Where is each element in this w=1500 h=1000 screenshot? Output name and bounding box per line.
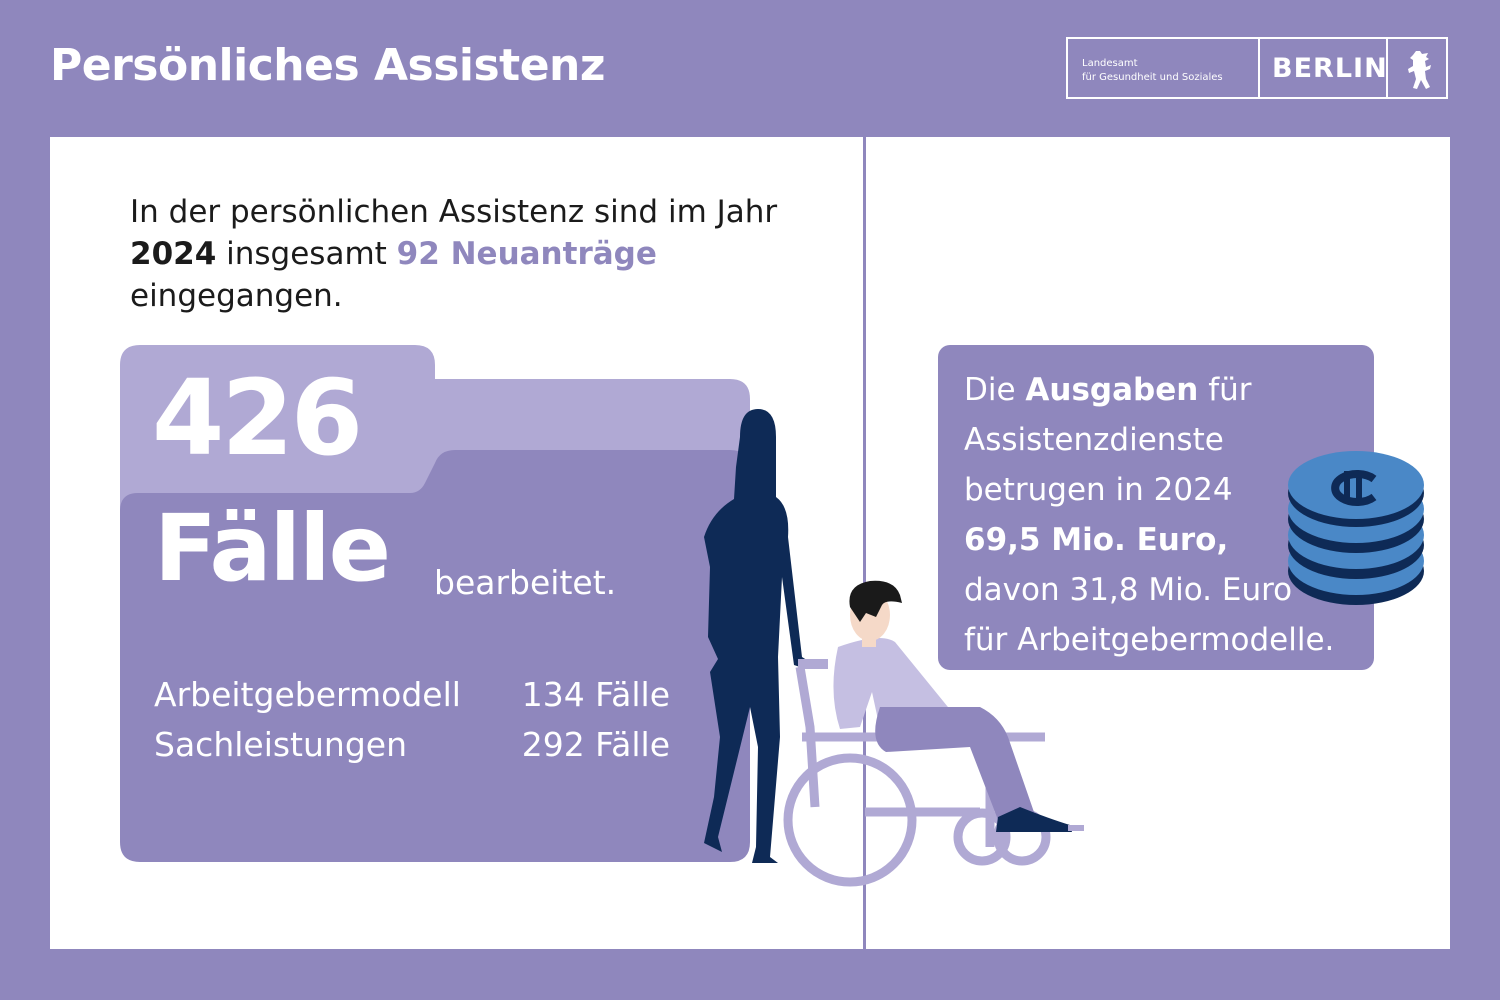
euro-coin-stack-icon [1288, 451, 1424, 605]
logo-divider [1386, 39, 1388, 97]
cases-word: Fälle [154, 495, 391, 602]
intro-text: In der persönlichen Assistenz sind im Ja… [130, 191, 810, 317]
processed-label: bearbeitet. [434, 563, 617, 602]
agency-line-2: für Gesundheit und Soziales [1082, 72, 1223, 83]
city-name: BERLIN [1272, 53, 1388, 84]
expenses-keyword: Ausgaben [1025, 372, 1199, 408]
content-panel: In der persönlichen Assistenz sind im Ja… [50, 137, 1450, 949]
expenses-text: Die Ausgaben für Assistenzdienste betrug… [964, 365, 1344, 665]
folder-icon [120, 345, 750, 862]
expenses-part-2: für Assistenzdienste betrugen in 2024 [964, 372, 1252, 508]
cases-folder-card: 426 Fälle bearbeitet. Arbeitgebermodell … [120, 345, 750, 862]
breakdown-value: 292 Fälle [521, 725, 670, 764]
lageso-berlin-logo: Landesamt für Gesundheit und Soziales BE… [1066, 37, 1448, 99]
breakdown-label: Arbeitgebermodell [154, 675, 461, 714]
panel-divider [863, 137, 866, 949]
logo-divider [1258, 39, 1260, 97]
breakdown-value: 134 Fälle [521, 675, 670, 714]
expenses-part-3: davon 31,8 Mio. Euro für Arbeitgebermode… [964, 572, 1335, 658]
intro-part-2: insgesamt [226, 236, 387, 272]
berlin-bear-icon [1408, 51, 1431, 89]
breakdown-label: Sachleistungen [154, 725, 407, 764]
expenses-part-1: Die [964, 372, 1016, 408]
expenses-amount: 69,5 Mio. Euro, [964, 522, 1229, 558]
agency-line-1: Landesamt [1082, 58, 1138, 69]
intro-part-3: eingegangen. [130, 278, 343, 314]
intro-year: 2024 [130, 236, 217, 272]
page-title: Persönliches Assistenz [50, 40, 605, 91]
breakdown-row: Sachleistungen 292 Fälle [154, 725, 670, 764]
person-pushing-wheelchair-icon [704, 409, 1084, 887]
breakdown-row: Arbeitgebermodell 134 Fälle [154, 675, 670, 714]
total-cases-number: 426 [152, 357, 363, 479]
intro-part-1: In der persönlichen Assistenz sind im Ja… [130, 194, 778, 230]
new-applications-highlight: 92 Neuanträge [396, 236, 657, 272]
agency-name: Landesamt für Gesundheit und Soziales [1082, 57, 1223, 85]
